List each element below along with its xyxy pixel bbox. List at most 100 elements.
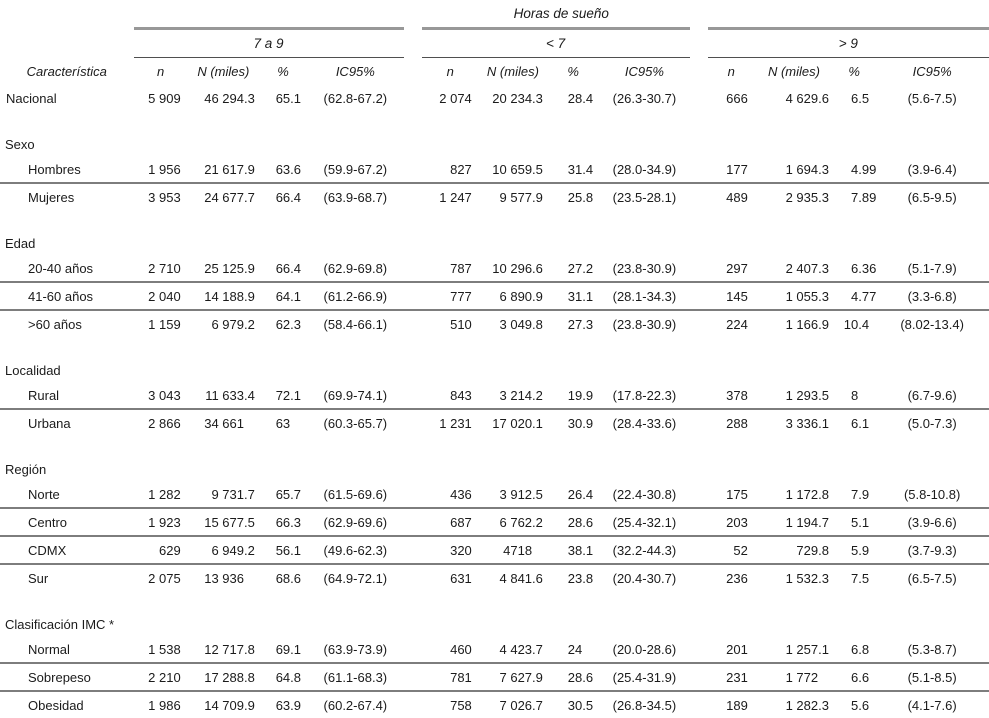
cell-ic95: (25.4-32.1) [599, 507, 690, 536]
cell-n-miles: 21 617.9 [204, 161, 255, 177]
cell-n-miles: 15 677.5 [187, 507, 259, 536]
row-label: Sobrepeso [0, 662, 134, 691]
group-header-row: 7 a 9 < 7 > 9 [0, 27, 989, 58]
cell-ic95: (23.8-30.9) [599, 309, 690, 337]
group-header-lt7: < 7 [421, 27, 690, 58]
cell-n-miles: 729.8 [754, 535, 834, 564]
cell-n: 489 [707, 182, 755, 210]
cell-pct: 28.6 [547, 507, 600, 536]
table-row: Norte 1 282 9 731.7 65.7 (61.5-69.6) 436 3 912… [0, 481, 989, 508]
row-label: Norte [28, 486, 60, 502]
row-label: Sur [0, 563, 134, 591]
cell-pct: 31.1 [547, 281, 600, 310]
column-gap [689, 535, 708, 564]
cell-ic95: (23.8-30.9) [612, 260, 677, 276]
cell-pct: 66.3 [258, 507, 308, 536]
cell-pct: 6.1 [833, 408, 876, 436]
cell-pct: 64.8 [258, 662, 308, 691]
table-row: >60 años 1 159 6 979.2 62.3 (58.4-66.1) 510 3 … [0, 309, 989, 337]
cell-n: 1 159 [133, 309, 188, 337]
column-gap [689, 309, 708, 337]
row-label: Nacional [6, 90, 57, 106]
cell-pct: 26.4 [567, 486, 594, 502]
column-gap [404, 29, 422, 58]
cell-ic95: (5.0-7.3) [875, 408, 989, 436]
section-label: Clasificación IMC * [5, 617, 115, 632]
row-label: Hombres [28, 161, 81, 177]
section-row: Localidad [0, 337, 989, 382]
column-gap [403, 408, 422, 436]
col-header-ic95: IC95% [335, 64, 375, 79]
cell-pct: 65.7 [275, 486, 301, 502]
table-title-row: Horas de sueño [0, 0, 989, 29]
cell-ic95: (8.02-13.4) [875, 309, 989, 337]
cell-n-miles: 6 979.2 [187, 309, 259, 337]
cell-pct: 68.6 [258, 563, 308, 591]
cell-ic95: (5.8-10.8) [903, 486, 961, 502]
column-gap [689, 408, 708, 436]
row-label: Normal [28, 641, 70, 657]
cell-n-miles: 7 627.9 [478, 662, 548, 691]
cell-n: 1 986 [133, 690, 188, 718]
cell-pct: 5.9 [833, 535, 876, 564]
table-row: Hombres 1 956 21 617.9 63.6 (59.9-67.2) 827 10… [0, 156, 989, 183]
cell-ic95: (23.5-28.1) [599, 182, 690, 210]
col-header-n: n [727, 64, 735, 79]
column-gap [689, 507, 708, 536]
column-gap [690, 156, 708, 183]
cell-n: 666 [726, 90, 748, 106]
cell-ic95: (6.5-7.5) [875, 563, 989, 591]
section-label: Edad [5, 236, 36, 251]
cell-ic95: (5.3-8.7) [907, 641, 957, 657]
cell-n-miles: 6 949.2 [187, 535, 259, 564]
cell-n: 781 [421, 662, 479, 691]
table-row: Sur 2 075 13 936 68.6 (64.9-72.1) 631 4 841.6 2… [0, 563, 989, 591]
column-gap [404, 156, 422, 183]
cell-ic95: (61.5-69.6) [323, 486, 388, 502]
column-gap [690, 58, 708, 86]
table-row: Obesidad 1 986 14 709.9 63.9 (60.2-67.4) 758 7… [0, 690, 989, 718]
table-row: 20-40 años 2 710 25 125.9 66.4 (62.9-69.8) 78… [0, 255, 989, 282]
column-gap [690, 481, 708, 508]
cell-pct: 63 [258, 408, 308, 436]
cell-n-miles: 1 166.9 [754, 309, 834, 337]
column-gap [404, 636, 422, 663]
cell-n-miles: 24 677.7 [187, 182, 259, 210]
cell-pct: 6.36 [851, 260, 877, 276]
cell-n-miles: 1 694.3 [785, 161, 829, 177]
cell-n: 297 [726, 260, 748, 276]
column-header-row: Característica n N (miles) % IC95% n N (… [0, 58, 989, 86]
cell-n: 629 [133, 535, 188, 564]
cell-ic95: (26.3-30.7) [612, 90, 677, 106]
cell-n: 631 [421, 563, 479, 591]
cell-n-miles: 1 282.3 [754, 690, 834, 718]
cell-ic95: (62.8-67.2) [323, 90, 388, 106]
cell-pct: 6.8 [851, 641, 870, 657]
cell-n: 460 [450, 641, 472, 657]
cell-n-miles: 17 020.1 [478, 408, 548, 436]
cell-n-miles: 14 709.9 [187, 690, 259, 718]
cell-pct: 27.2 [567, 260, 594, 276]
cell-n: 145 [707, 281, 755, 310]
cell-ic95: (58.4-66.1) [307, 309, 404, 337]
cell-ic95: (62.9-69.8) [323, 260, 388, 276]
cell-n-miles: 3 049.8 [478, 309, 548, 337]
cell-ic95: (63.9-68.7) [307, 182, 404, 210]
cell-ic95: (28.0-34.9) [612, 161, 677, 177]
cell-pct: 30.5 [547, 690, 600, 718]
row-label: 20-40 años [28, 260, 94, 276]
cell-n-miles: 2 935.3 [754, 182, 834, 210]
cell-n: 224 [707, 309, 755, 337]
cell-ic95: (26.8-34.5) [599, 690, 690, 718]
cell-ic95: (61.2-66.9) [307, 281, 404, 310]
cell-ic95: (5.6-7.5) [907, 90, 957, 106]
column-gap [690, 636, 708, 663]
cell-n: 843 [450, 387, 472, 403]
cell-n-miles: 25 125.9 [204, 260, 255, 276]
column-gap [403, 507, 422, 536]
cell-n-miles: 7 026.7 [478, 690, 548, 718]
cell-pct: 62.3 [258, 309, 308, 337]
cell-pct: 28.6 [547, 662, 600, 691]
cell-n-miles: 1 532.3 [754, 563, 834, 591]
cell-pct: 66.4 [275, 260, 301, 276]
